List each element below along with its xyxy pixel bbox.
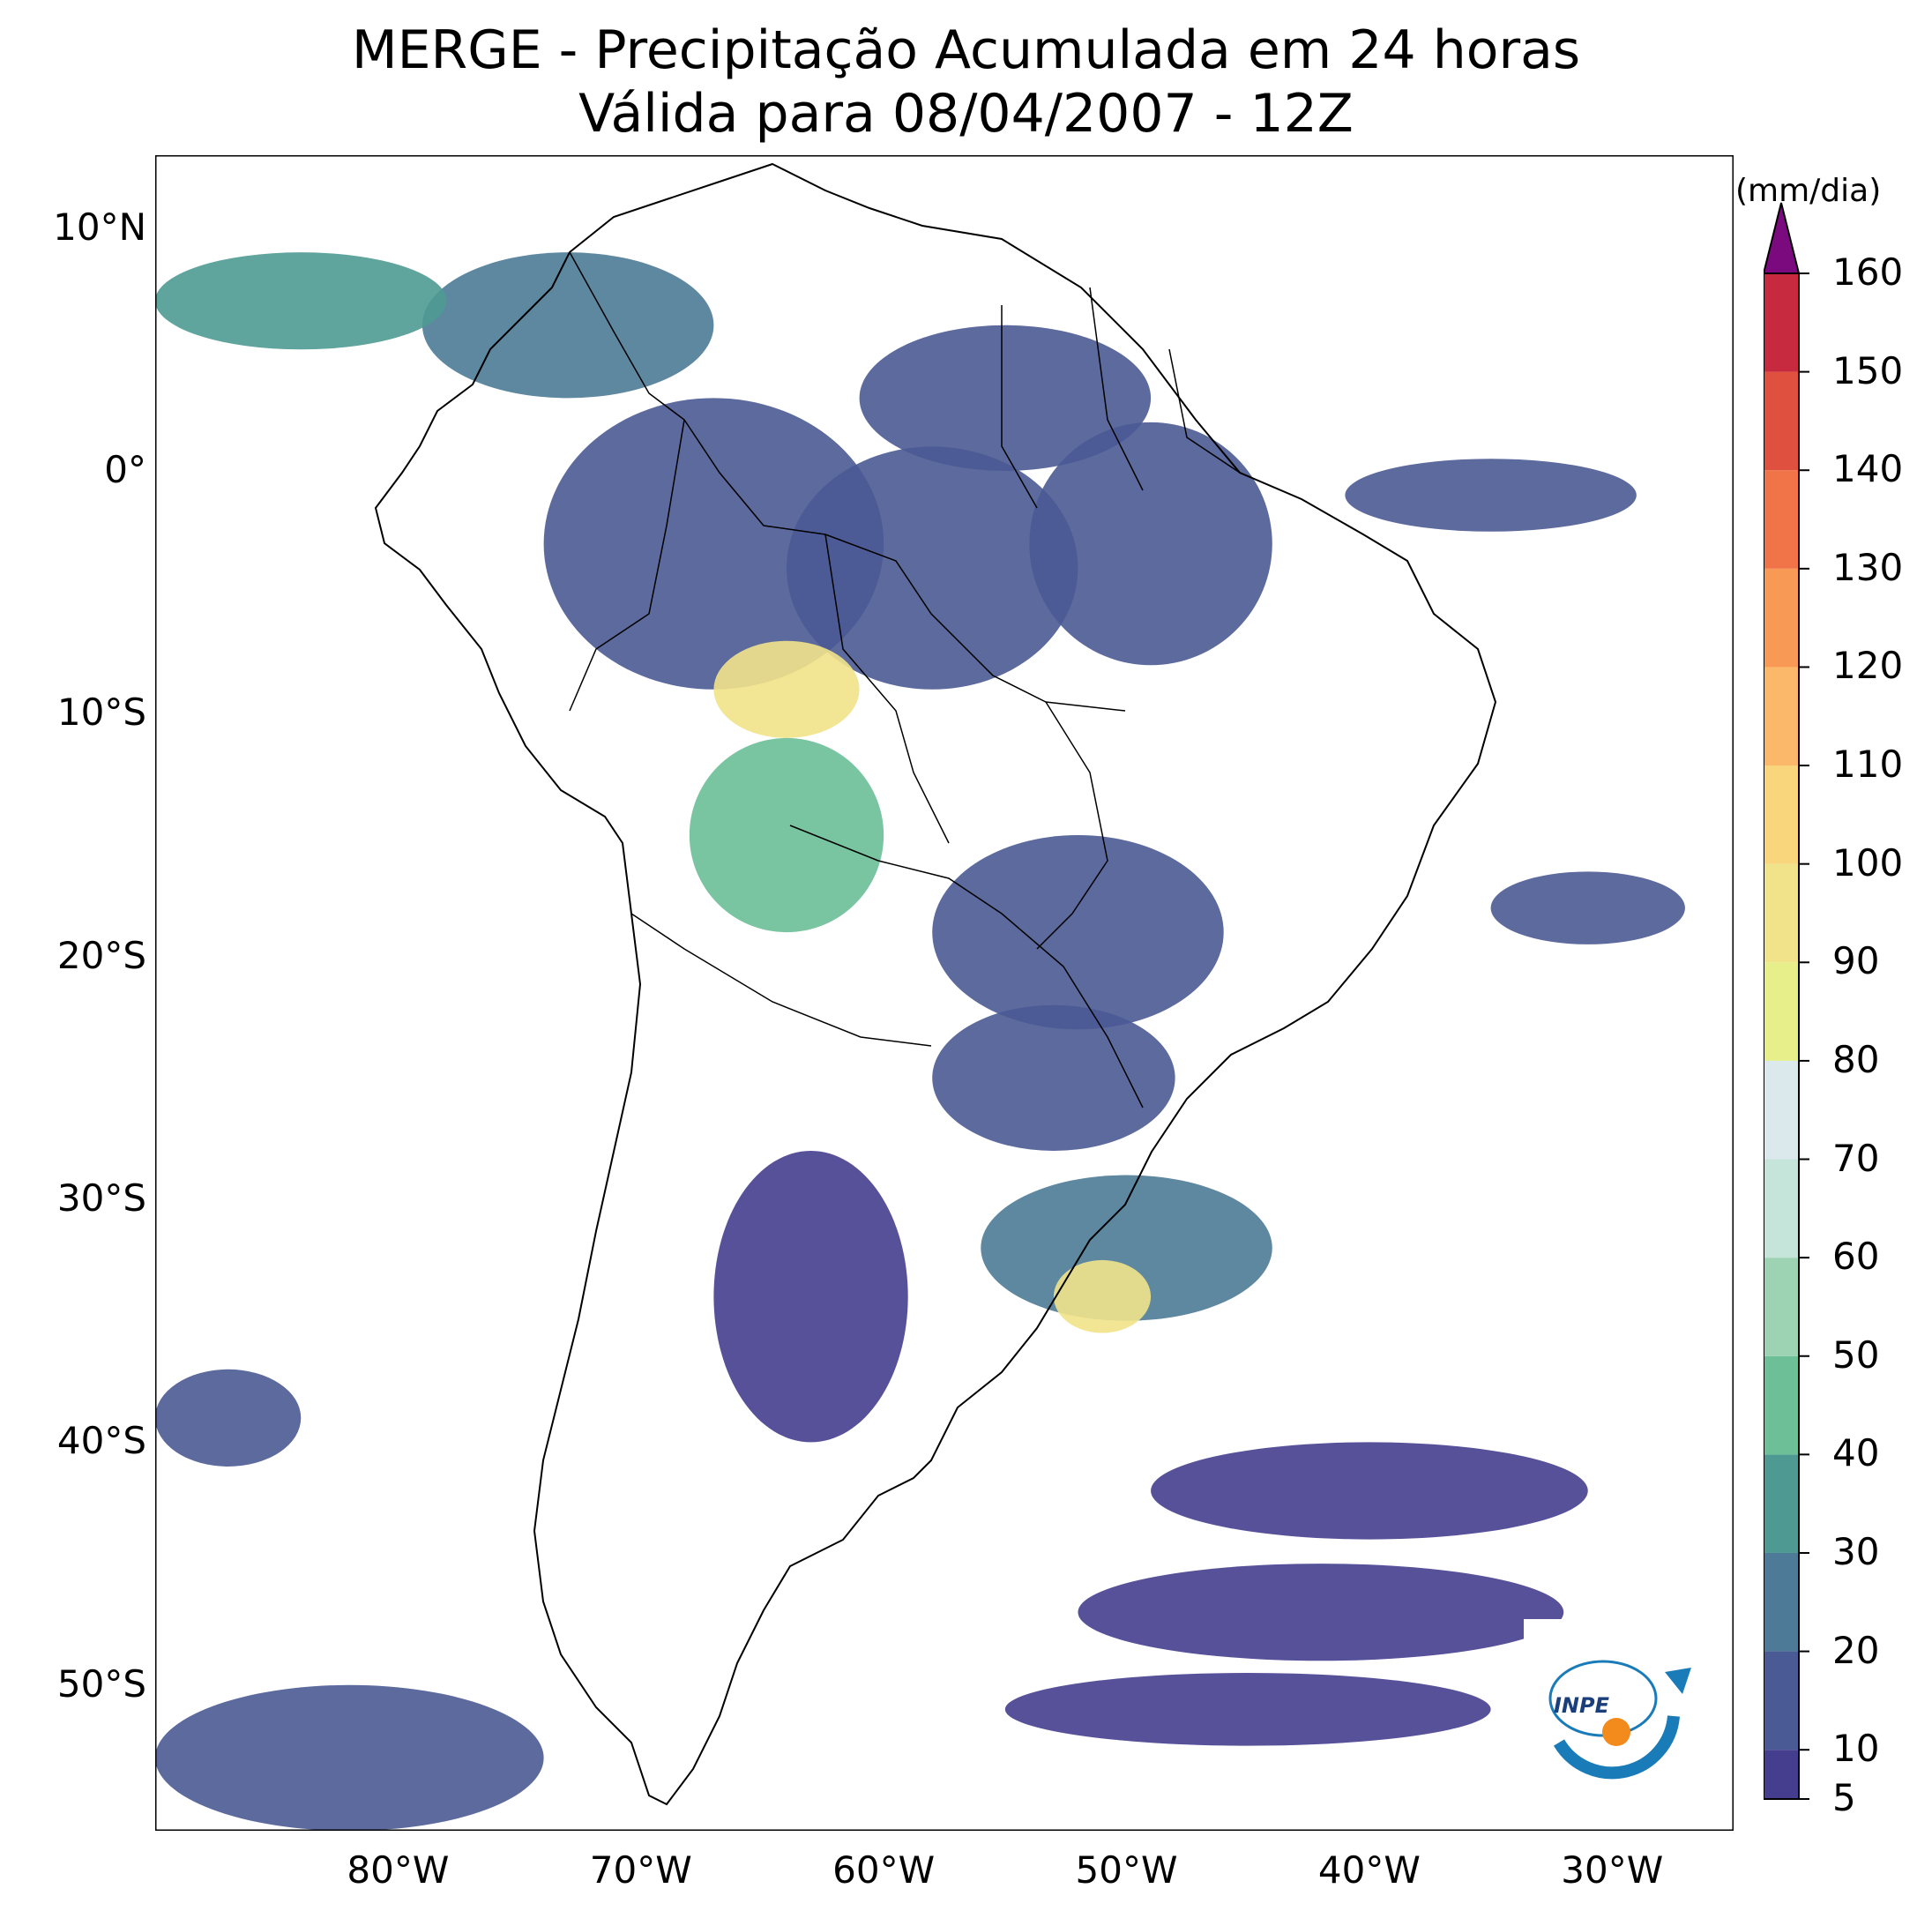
precip-region-guianas [859,325,1152,471]
inpe-logo: INPE [1524,1619,1709,1795]
colorbar-tick-label: 10 [1832,1727,1880,1771]
colorbar-frame [1764,272,1800,1800]
inpe-logo-text: INPE [1554,1693,1610,1718]
lon-label: 70°W [589,1848,692,1892]
colorbar-band [1764,1552,1799,1652]
colorbar-tick-label: 30 [1832,1529,1880,1573]
colorbar-tick-label: 160 [1832,250,1904,294]
colorbar-tick-label: 130 [1832,545,1904,589]
map-title: MERGE - Precipitação Acumulada em 24 hor… [351,19,1581,81]
colorbar-band [1764,371,1799,471]
colorbar-band [1764,1750,1799,1799]
precip-region-south-pacific [155,1684,544,1831]
colorbar-band [1764,1355,1799,1455]
colorbar-tick-label: 5 [1832,1776,1856,1819]
colorbar-tick-label: 70 [1832,1136,1880,1180]
colorbar-band [1764,1159,1799,1258]
colorbar-band [1764,962,1799,1061]
precip-region-atlantic-equatorial [1345,459,1637,532]
lat-label: 30°S [56,1176,146,1221]
precipitation-map [155,155,1734,1831]
colorbar-tick-label: 140 [1832,447,1904,491]
lon-label: 80°W [347,1848,450,1892]
colorbar [1764,202,1809,1800]
colorbar-tick-label: 50 [1832,1332,1880,1377]
colorbar-band [1764,470,1799,569]
colorbar-tick-label: 80 [1832,1037,1880,1081]
colorbar-tick-label: 20 [1832,1628,1880,1672]
colorbar-tick-label: 150 [1832,348,1904,392]
precip-region-amazon-central [787,446,1078,690]
precip-region-rio-grande-sul [981,1175,1272,1321]
precip-region-uruguay-coast [1053,1259,1152,1333]
precipitation-layer [155,252,1685,1831]
colorbar-band [1764,863,1799,963]
precip-region-south-atlantic-band-3 [1004,1673,1491,1746]
colorbar-band [1764,1060,1799,1160]
colorbar-extend-arrow [1764,202,1801,274]
colorbar-tick-label: 100 [1832,840,1904,885]
precip-region-colombia [421,252,714,399]
precip-region-south-atlantic-band-2 [1078,1564,1564,1661]
precip-region-amazon-west [543,398,884,690]
precip-region-caribbean-pacific [155,252,447,350]
map-subtitle: Válida para 08/04/2007 - 12Z [578,83,1354,145]
colorbar-tick-label: 120 [1832,644,1904,688]
lon-label: 30°W [1561,1848,1664,1892]
precip-region-atlantic-ne [1490,871,1685,944]
colorbar-band [1764,765,1799,864]
precip-region-mato-grosso-sul [932,835,1224,1030]
precip-region-bolivia [689,737,884,933]
colorbar-band [1764,667,1799,766]
lon-label: 40°W [1317,1848,1421,1892]
colorbar-band [1764,1258,1799,1356]
lon-label: 50°W [1075,1848,1178,1892]
colorbar-units: (mm/dia) [1735,173,1882,209]
lat-label: 0° [104,447,146,491]
lat-label: 10°S [56,690,146,735]
precip-region-rondonia [713,640,860,738]
south-america-coastline [374,162,1497,1806]
colorbar-tick-label: 60 [1832,1235,1880,1279]
colorbar-band [1764,1651,1799,1751]
colorbar-tick-label: 110 [1832,743,1904,787]
precip-region-amazon-east [1029,422,1272,666]
precip-region-south-atlantic-band-1 [1151,1442,1588,1540]
colorbar-band [1764,568,1799,668]
colorbar-tick-label: 40 [1832,1431,1880,1475]
colorbar-band [1764,273,1799,372]
lat-label: 20°S [56,933,146,977]
country-borders [569,251,1241,1109]
lon-label: 60°W [832,1848,936,1892]
lat-label: 10°N [53,205,146,249]
colorbar-tick-label: 90 [1832,939,1880,983]
colorbar-band [1764,1454,1799,1553]
lat-label: 50°S [56,1661,146,1706]
precip-region-pacific-west [155,1369,302,1467]
precip-region-parana [932,1004,1175,1151]
precip-region-argentina-pampas [713,1150,908,1443]
lat-label: 40°S [56,1419,146,1463]
